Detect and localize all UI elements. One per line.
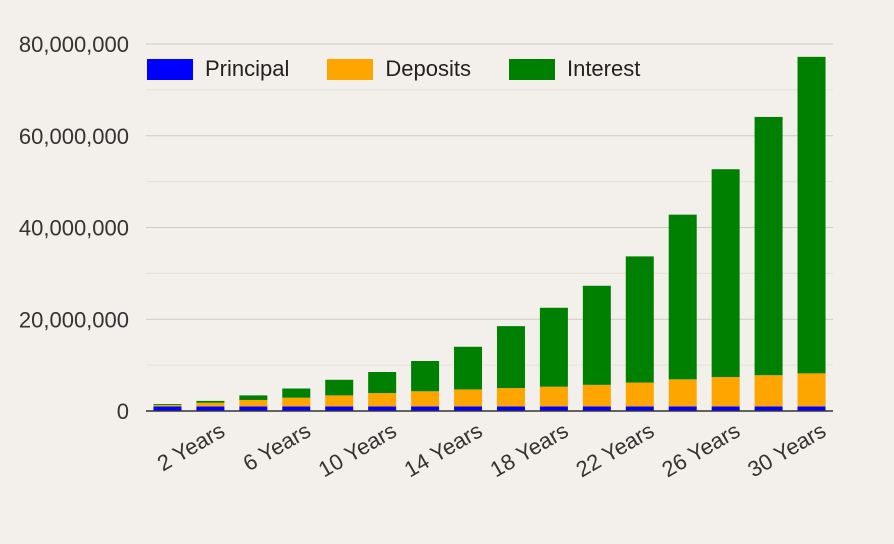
- bar-deposits[interactable]: [711, 377, 740, 407]
- y-axis-labels: 0 20,000,000 40,000,000 60,000,000 80,000,00…: [19, 32, 129, 424]
- bar-deposits[interactable]: [411, 391, 440, 407]
- x-tick-label: 18 Years: [486, 418, 573, 482]
- bar-principal[interactable]: [711, 406, 740, 411]
- legend-item-interest[interactable]: Interest: [508, 56, 641, 82]
- bar-interest[interactable]: [454, 346, 483, 390]
- bar-principal[interactable]: [496, 406, 525, 411]
- bar-deposits[interactable]: [196, 402, 225, 407]
- y-tick-label: 60,000,000: [19, 124, 129, 149]
- legend-item-deposits[interactable]: Deposits: [327, 56, 471, 82]
- gridlines: [146, 43, 833, 366]
- bar-deposits[interactable]: [368, 393, 397, 407]
- bar-deposits[interactable]: [239, 399, 268, 407]
- bar-deposits[interactable]: [454, 389, 483, 407]
- bar-deposits[interactable]: [325, 395, 354, 407]
- x-tick-label: 14 Years: [400, 418, 487, 482]
- bar-deposits[interactable]: [496, 388, 525, 407]
- legend-swatch-principal: [147, 58, 193, 80]
- bar-interest[interactable]: [668, 214, 697, 380]
- bar-interest[interactable]: [539, 307, 568, 387]
- bar-principal[interactable]: [282, 406, 311, 411]
- bar-interest[interactable]: [411, 360, 440, 392]
- legend-label-principal: Principal: [205, 56, 290, 81]
- legend-label-deposits: Deposits: [385, 56, 471, 81]
- bar-interest[interactable]: [625, 256, 654, 383]
- bar-deposits[interactable]: [625, 382, 654, 407]
- bar-principal[interactable]: [539, 406, 568, 411]
- bar-principal[interactable]: [797, 406, 826, 411]
- bar-interest[interactable]: [196, 400, 225, 403]
- x-tick-label: 22 Years: [572, 418, 659, 482]
- x-tick-label: 6 Years: [239, 418, 315, 476]
- bar-principal[interactable]: [668, 406, 697, 411]
- bar-interest[interactable]: [711, 169, 740, 378]
- bar-principal[interactable]: [454, 406, 483, 411]
- bar-deposits[interactable]: [539, 386, 568, 407]
- y-tick-label: 20,000,000: [19, 307, 129, 332]
- bar-deposits[interactable]: [754, 375, 783, 407]
- bar-principal[interactable]: [368, 406, 397, 411]
- y-tick-label: 0: [117, 399, 129, 424]
- bar-principal[interactable]: [754, 406, 783, 411]
- bar-interest[interactable]: [282, 388, 311, 398]
- bar-deposits[interactable]: [282, 397, 311, 407]
- y-tick-label: 40,000,000: [19, 216, 129, 241]
- bar-interest[interactable]: [582, 285, 611, 385]
- bar-principal[interactable]: [625, 406, 654, 411]
- legend-swatch-interest: [508, 58, 555, 80]
- bar-interest[interactable]: [239, 395, 268, 400]
- y-tick-label: 80,000,000: [19, 32, 129, 57]
- bar-deposits[interactable]: [153, 405, 182, 407]
- x-tick-label: 26 Years: [657, 418, 744, 482]
- bars: [153, 56, 826, 411]
- x-axis-labels: 2 Years 6 Years 10 Years 14 Years 18 Years 22…: [153, 418, 830, 482]
- bar-principal[interactable]: [582, 406, 611, 411]
- bar-interest[interactable]: [496, 326, 525, 389]
- bar-interest[interactable]: [754, 116, 783, 376]
- bar-interest[interactable]: [797, 56, 826, 374]
- bar-principal[interactable]: [239, 406, 268, 411]
- legend: Principal Deposits Interest: [147, 56, 640, 82]
- legend-label-interest: Interest: [566, 56, 641, 81]
- bar-interest[interactable]: [325, 379, 354, 396]
- x-tick-label: 30 Years: [743, 418, 830, 482]
- x-tick-label: 10 Years: [314, 418, 401, 482]
- legend-item-principal[interactable]: Principal: [147, 56, 289, 82]
- x-tick-label: 2 Years: [153, 418, 229, 476]
- bar-deposits[interactable]: [582, 384, 611, 407]
- bar-principal[interactable]: [153, 406, 182, 411]
- bar-interest[interactable]: [153, 404, 182, 406]
- bar-principal[interactable]: [325, 406, 354, 411]
- bar-principal[interactable]: [411, 406, 440, 411]
- legend-swatch-deposits: [327, 58, 374, 80]
- bar-principal[interactable]: [196, 406, 225, 411]
- bar-interest[interactable]: [368, 372, 397, 394]
- bar-deposits[interactable]: [668, 379, 697, 407]
- bar-deposits[interactable]: [797, 373, 826, 407]
